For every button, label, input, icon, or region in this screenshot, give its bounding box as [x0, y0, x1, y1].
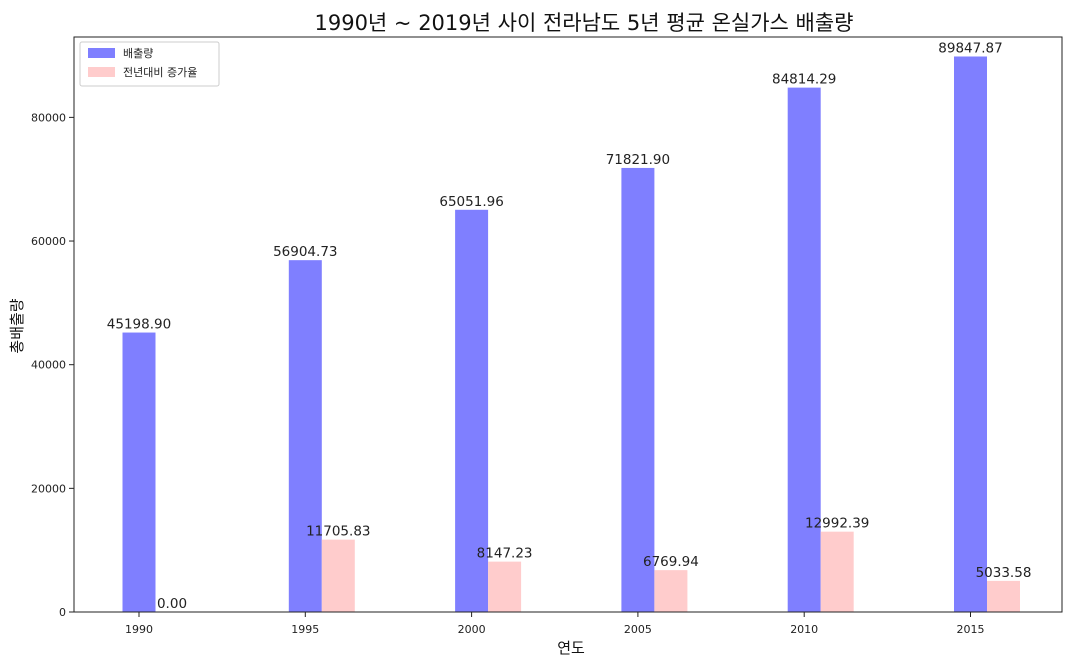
- bar-2010-series-1: [820, 531, 854, 612]
- value-label-1990-series-0: 45198.90: [107, 317, 171, 333]
- y-tick-label: 40000: [31, 359, 66, 372]
- x-tick-label: 2005: [624, 623, 652, 636]
- x-tick-label: 2015: [957, 623, 985, 636]
- bar-1995-series-0: [288, 260, 322, 612]
- y-tick-label: 0: [59, 606, 66, 619]
- value-label-1990-series-1: 0.00: [157, 596, 187, 612]
- bar-2005-series-1: [654, 570, 688, 612]
- plot-frame: [73, 36, 1063, 613]
- bar-2005-series-0: [621, 167, 655, 612]
- legend-swatch-series-0: [88, 48, 115, 58]
- bar-2015-series-1: [987, 580, 1020, 612]
- value-label-2005-series-1: 6769.94: [643, 554, 699, 570]
- legend-label-series-1: 전년대비 증가율: [123, 66, 197, 79]
- bar-2000-series-1: [488, 561, 522, 612]
- value-label-2010-series-0: 84814.29: [772, 72, 836, 88]
- bar-2000-series-0: [455, 209, 489, 612]
- x-axis-label: 연도: [557, 639, 585, 657]
- value-labels-layer: 45198.90 56904.73 65051.96 71821.90 84814.29…: [107, 40, 1032, 612]
- chart-title: 1990년 ~ 2019년 사이 전라남도 5년 평균 온실가스 배출량: [314, 11, 853, 35]
- value-label-1995-series-1: 11705.83: [306, 524, 370, 540]
- bar-1995-series-1: [321, 539, 355, 612]
- bars-layer: [122, 56, 1020, 613]
- value-label-2015-series-1: 5033.58: [976, 565, 1032, 581]
- value-label-2010-series-1: 12992.39: [805, 516, 869, 532]
- y-axis-label: 총배출량: [8, 298, 26, 353]
- y-tick-label: 20000: [31, 482, 66, 495]
- bar-2010-series-0: [787, 87, 821, 612]
- y-tick-label: 80000: [31, 111, 66, 124]
- y-tick-label: 60000: [31, 235, 66, 248]
- x-tick-label: 1990: [125, 623, 153, 636]
- bar-2015-series-0: [954, 56, 987, 613]
- value-label-2015-series-0: 89847.87: [938, 40, 1002, 56]
- x-tick-label: 2000: [458, 623, 486, 636]
- legend-swatch-series-1: [88, 67, 115, 77]
- x-tick-label: 2010: [790, 623, 818, 636]
- axes-layer: 0 20000 40000 60000 80000 1990 1995 2000 2005 201…: [31, 36, 1063, 636]
- value-label-2000-series-1: 8147.23: [477, 546, 533, 562]
- value-label-1995-series-0: 56904.73: [273, 244, 337, 260]
- bar-1990-series-0: [122, 332, 156, 612]
- x-tick-label: 1995: [291, 623, 319, 636]
- legend-label-series-0: 배출량: [123, 47, 153, 60]
- value-label-2005-series-0: 71821.90: [606, 152, 670, 168]
- value-label-2000-series-0: 65051.96: [439, 194, 503, 210]
